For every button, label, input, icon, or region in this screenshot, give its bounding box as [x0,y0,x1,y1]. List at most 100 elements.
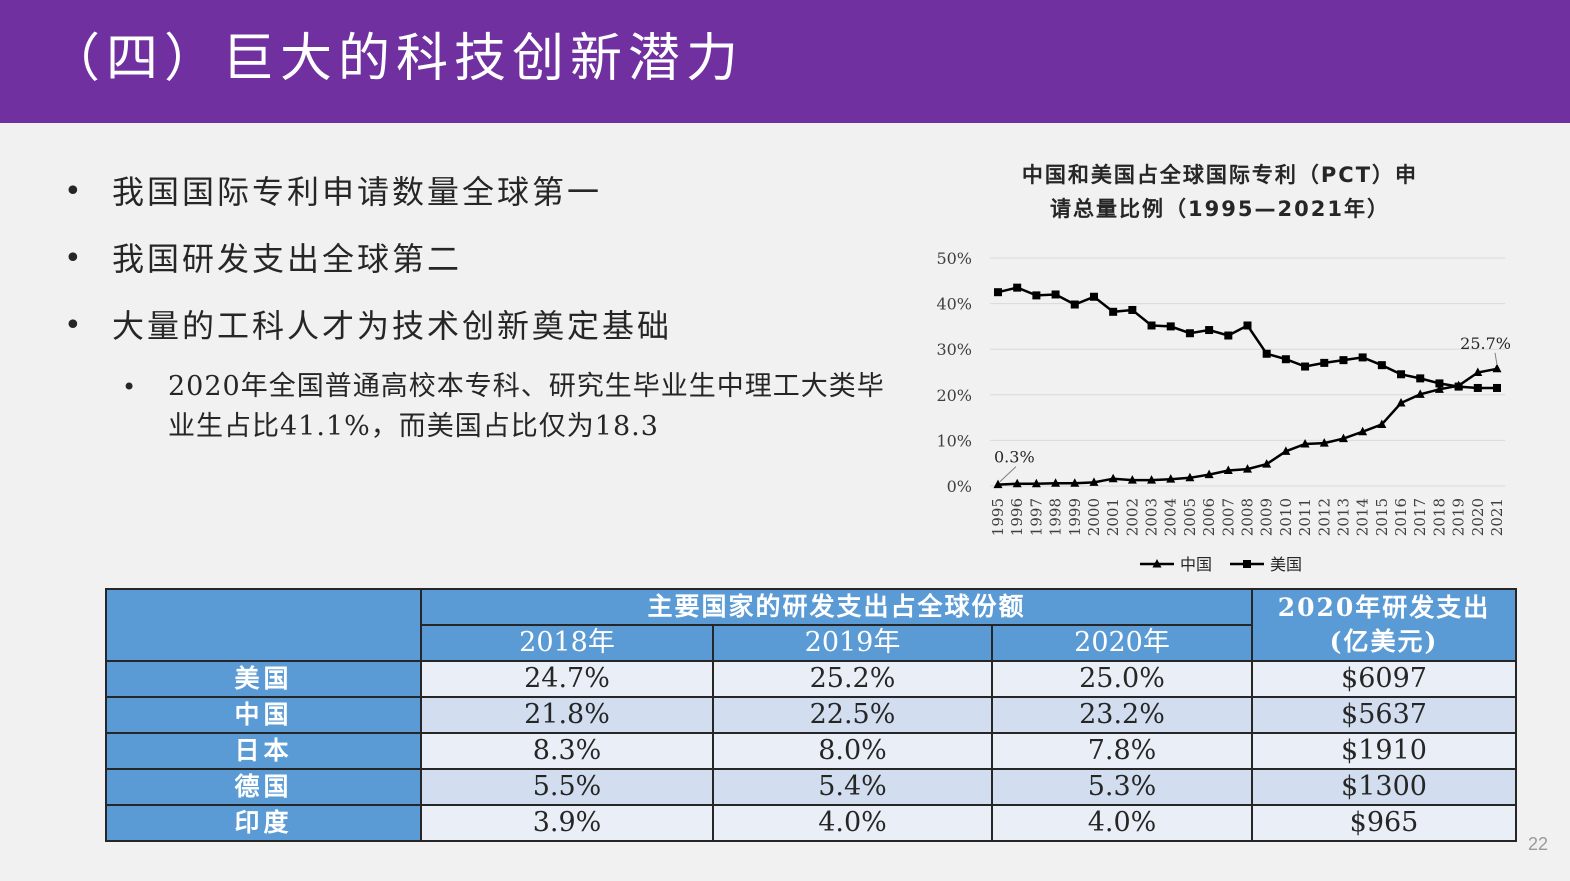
table-corner-cell [105,588,422,662]
table-cell: 3.9% [420,804,714,842]
series-point [1147,321,1156,330]
legend-label: 美国 [1270,555,1302,574]
table-cell: 7.8% [991,732,1253,770]
table-row: 美国 24.7% 25.2% 25.0% $6097 [105,660,1517,698]
table-cell: 22.5% [712,696,993,734]
x-tick-label: 2008 [1239,498,1257,536]
x-tick-label: 1999 [1066,498,1084,536]
data-label: 25.7% [1460,334,1511,353]
series-point [1089,292,1098,301]
series-point [1166,322,1175,331]
series-point [1416,374,1425,383]
chart-title-line: 中国和美国占全球国际专利（PCT）申 [1021,163,1419,187]
x-tick-label: 1995 [989,498,1007,536]
table-row: 印度 3.9% 4.0% 4.0% $965 [105,804,1517,842]
series-point [1147,475,1157,484]
table-year-header: 2020年 [991,624,1253,662]
table-cell: 5.5% [420,768,714,806]
series-point [1223,465,1233,474]
table-country-cell: 日本 [105,732,422,770]
table-cell: 5.4% [712,768,993,806]
x-tick-label: 2012 [1315,498,1333,536]
table-row: 中国 21.8% 22.5% 23.2% $5637 [105,696,1517,734]
rd-spending-table: 主要国家的研发支出占全球份额 2020年研发支出 (亿美元) 2018年 201… [105,588,1517,842]
bullet-item: • 我国国际专利申请数量全球第一 [60,172,880,239]
chart-title: 中国和美国占全球国际专利（PCT）申 请总量比例（1995—2021年） [940,158,1500,226]
series-point [1243,464,1252,473]
table-row: 德国 5.5% 5.4% 5.3% $1300 [105,768,1517,806]
table-cell: 4.0% [712,804,993,842]
table-group-header: 主要国家的研发支出占全球份额 [420,588,1253,626]
series-point [1127,475,1137,484]
series-point [1109,307,1118,316]
bullet-dot-icon: • [64,241,85,276]
y-tick-label: 10% [936,431,972,450]
series-point [1224,331,1233,340]
x-tick-label: 2018 [1430,498,1448,536]
series-point [1377,419,1387,428]
x-tick-label: 1996 [1008,498,1026,536]
bullet-text: 我国研发支出全球第二 [112,240,463,278]
series-point [1397,370,1406,379]
series-point [1492,363,1502,373]
series-point [1320,358,1329,367]
bullet-text: 大量的工科人才为技术创新奠定基础 [112,307,673,345]
bullet-dot-icon: • [64,174,85,209]
table-cell: 4.0% [991,804,1253,842]
series-point [993,479,1003,489]
table-spend-cell: $1910 [1251,732,1517,770]
series-point [1108,473,1118,483]
x-tick-label: 2019 [1450,498,1468,536]
x-tick-label: 2005 [1181,498,1199,536]
table-cell: 8.0% [712,732,993,770]
table-spend-cell: $1300 [1251,768,1517,806]
bullet-dot-icon: • [64,308,85,343]
sub-bullet-text: 2020年全国普通高校本专科、研究生毕业生中理工大类毕业生占比41.1%，而美国… [168,371,885,442]
bullet-dot-icon: • [122,373,138,401]
x-tick-label: 2020 [1469,498,1487,536]
sub-bullet-item: • 2020年全国普通高校本专科、研究生毕业生中理工大类毕业生占比41.1%，而… [122,367,888,447]
table-cell: 25.2% [712,660,993,698]
series-point [1205,326,1214,335]
table-cell: 24.7% [420,660,714,698]
x-tick-label: 1997 [1027,498,1045,536]
series-point [1032,291,1041,300]
x-tick-label: 2011 [1296,498,1314,536]
series-point [1473,383,1482,392]
x-tick-label: 2021 [1488,498,1506,536]
bullet-list: • 我国国际专利申请数量全球第一 • 我国研发支出全球第二 • 大量的工科人才为… [60,172,884,447]
series-point [1128,305,1137,314]
spend-header-line: (亿美元) [1329,627,1439,656]
x-tick-label: 2003 [1143,498,1161,536]
x-tick-label: 2015 [1373,498,1391,536]
table-spend-cell: $6097 [1251,660,1517,698]
table-spend-cell: $5637 [1251,696,1517,734]
series-point [1051,290,1060,299]
bullet-text: 我国国际专利申请数量全球第一 [112,173,603,211]
table-spend-header: 2020年研发支出 (亿美元) [1251,588,1517,662]
x-tick-label: 2013 [1334,498,1352,536]
series-point [1396,398,1406,407]
spend-header-line: 2020年研发支出 [1277,593,1491,622]
annotation-leader [999,466,1017,482]
page-number: 22 [1528,834,1549,854]
table-country-cell: 美国 [105,660,422,698]
table-cell: 8.3% [420,732,714,770]
x-tick-label: 2001 [1104,498,1122,536]
x-tick-label: 2009 [1258,498,1276,536]
table-cell: 25.0% [991,660,1253,698]
series-point [1358,353,1367,362]
series-point [1281,446,1291,455]
series-point [1435,379,1444,388]
series-point [1454,382,1463,391]
series-point [1358,426,1368,436]
y-tick-label: 30% [936,340,972,359]
table-country-cell: 中国 [105,696,422,734]
table-cell: 23.2% [991,696,1253,734]
data-label: 0.3% [994,448,1035,467]
series-point [1262,459,1272,468]
table-cell: 5.3% [991,768,1253,806]
series-point [1166,474,1176,483]
slide-title: （四）巨大的科技创新潜力 [48,29,745,89]
legend-marker [1243,560,1251,568]
